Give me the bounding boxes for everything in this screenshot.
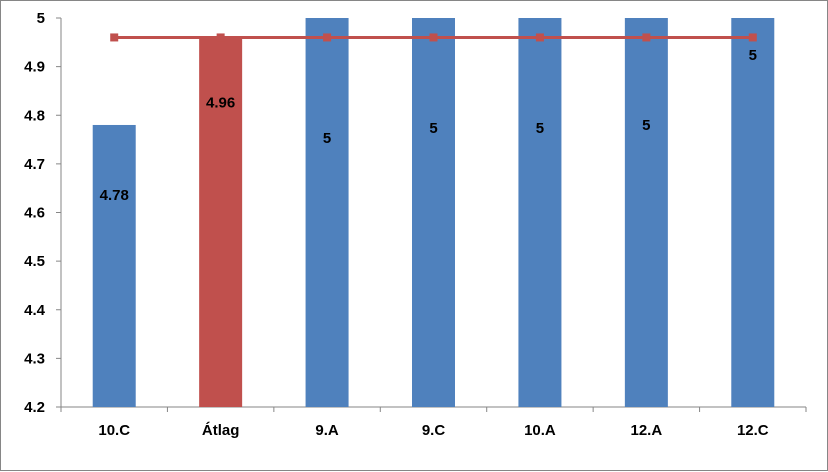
data-label: 5	[323, 130, 331, 147]
line-marker	[642, 33, 651, 42]
x-tick-label: 12.A	[631, 422, 663, 439]
x-tick-label: Átlag	[202, 422, 240, 439]
bar	[624, 18, 668, 407]
line-marker	[323, 33, 332, 42]
axes: 4.2 4.3 4.4 4.5 4.6 4.7 4.8 4.9 5	[24, 10, 807, 416]
data-label: 5	[429, 120, 437, 137]
y-tick-label: 4.8	[24, 107, 45, 124]
data-label: 4.96	[206, 94, 235, 111]
bar	[305, 18, 349, 407]
bar	[199, 37, 243, 407]
x-tick-label: 12.C	[737, 422, 769, 439]
y-tick-label: 4.4	[24, 302, 46, 319]
bar	[731, 18, 775, 407]
x-tick-label: 10.C	[98, 422, 130, 439]
data-label: 5	[536, 120, 544, 137]
line-marker	[748, 33, 757, 42]
y-tick-label: 4.2	[24, 399, 45, 416]
line-marker	[429, 33, 438, 42]
bar	[92, 124, 136, 407]
y-tick-label: 4.6	[24, 205, 45, 222]
y-tick-label: 5	[37, 10, 45, 27]
data-label: 4.78	[100, 187, 129, 204]
labels: 10.C 4.78 Átlag 4.96 9.A 5 9.C 5 10.A 5 12.A 5 12.C 5	[98, 47, 768, 439]
y-tick-label: 4.5	[24, 253, 45, 270]
data-label: 5	[642, 117, 650, 134]
x-tick-label: 9.C	[422, 422, 446, 439]
y-tick-label: 4.7	[24, 156, 45, 173]
data-label: 5	[749, 47, 757, 64]
x-tick-label: 9.A	[315, 422, 339, 439]
bar	[518, 18, 562, 407]
y-tick-label: 4.9	[24, 59, 45, 76]
line-marker	[535, 33, 544, 42]
x-tick-label: 10.A	[524, 422, 556, 439]
line-marker	[216, 33, 225, 42]
average-line	[110, 33, 757, 42]
y-tick-label: 4.3	[24, 350, 45, 367]
bars	[92, 18, 775, 407]
bar	[412, 18, 455, 407]
line-marker	[110, 33, 119, 42]
